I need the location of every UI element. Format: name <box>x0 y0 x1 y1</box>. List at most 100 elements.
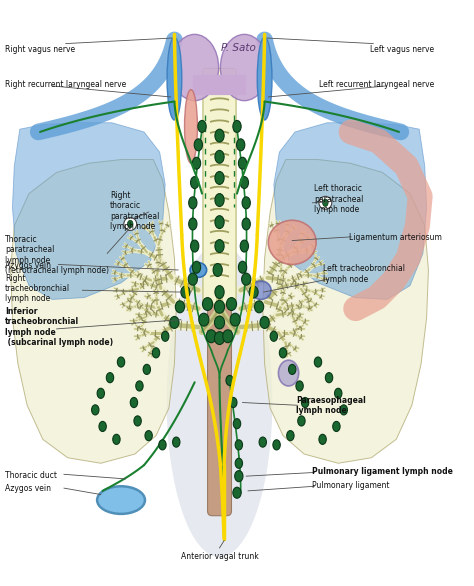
Ellipse shape <box>235 440 243 450</box>
Ellipse shape <box>159 440 166 450</box>
Ellipse shape <box>136 381 143 391</box>
Text: Ligamentum arteriosum: Ligamentum arteriosum <box>349 233 442 242</box>
Ellipse shape <box>260 316 269 328</box>
Ellipse shape <box>214 316 225 329</box>
Ellipse shape <box>235 471 243 482</box>
Ellipse shape <box>242 197 250 209</box>
Circle shape <box>319 196 332 209</box>
Ellipse shape <box>233 121 241 132</box>
Ellipse shape <box>199 314 209 326</box>
Text: Paraesophageal
lymph node: Paraesophageal lymph node <box>296 396 365 415</box>
Text: Azygos vein: Azygos vein <box>5 261 51 270</box>
Ellipse shape <box>230 314 240 326</box>
Ellipse shape <box>242 218 250 230</box>
Text: Left thoracic
paratracheal
lymph node: Left thoracic paratracheal lymph node <box>314 185 364 214</box>
Text: Thoracic
paratracheal
lymph node
(retrotracheal lymph node): Thoracic paratracheal lymph node (retrot… <box>5 235 109 275</box>
Ellipse shape <box>162 331 169 341</box>
Text: Right vagus nerve: Right vagus nerve <box>5 46 75 54</box>
Ellipse shape <box>235 458 243 468</box>
Ellipse shape <box>188 273 198 285</box>
Ellipse shape <box>190 263 207 277</box>
Ellipse shape <box>215 151 224 163</box>
Polygon shape <box>12 122 165 299</box>
Ellipse shape <box>171 35 219 101</box>
Ellipse shape <box>189 197 197 209</box>
Ellipse shape <box>251 281 271 299</box>
Ellipse shape <box>173 437 180 447</box>
Ellipse shape <box>91 405 99 415</box>
Ellipse shape <box>215 285 224 298</box>
Ellipse shape <box>143 364 150 374</box>
Ellipse shape <box>184 90 198 163</box>
Ellipse shape <box>152 347 160 358</box>
Text: Thoracic duct: Thoracic duct <box>5 471 57 479</box>
Ellipse shape <box>238 261 246 273</box>
Ellipse shape <box>223 330 233 343</box>
Ellipse shape <box>226 376 233 386</box>
Ellipse shape <box>227 298 237 311</box>
Polygon shape <box>274 122 427 299</box>
Ellipse shape <box>319 434 326 444</box>
Ellipse shape <box>214 332 225 345</box>
Ellipse shape <box>259 437 266 447</box>
Ellipse shape <box>242 273 251 285</box>
Ellipse shape <box>128 220 133 227</box>
Ellipse shape <box>237 139 245 151</box>
FancyBboxPatch shape <box>208 285 231 516</box>
Ellipse shape <box>296 381 303 391</box>
Ellipse shape <box>118 357 125 367</box>
Ellipse shape <box>255 301 264 313</box>
Ellipse shape <box>113 434 120 444</box>
Ellipse shape <box>314 357 322 367</box>
Circle shape <box>124 217 137 230</box>
Ellipse shape <box>167 37 182 120</box>
Ellipse shape <box>130 397 137 408</box>
Ellipse shape <box>145 431 152 441</box>
Ellipse shape <box>202 298 213 311</box>
Ellipse shape <box>240 240 248 252</box>
Ellipse shape <box>213 264 222 277</box>
Text: Right
tracheobronchial
lymph node: Right tracheobronchial lymph node <box>5 274 70 304</box>
Ellipse shape <box>340 405 347 415</box>
Ellipse shape <box>233 418 241 429</box>
Ellipse shape <box>287 431 294 441</box>
FancyBboxPatch shape <box>203 69 236 304</box>
Ellipse shape <box>333 421 340 431</box>
Ellipse shape <box>278 360 299 386</box>
Ellipse shape <box>175 301 184 313</box>
Ellipse shape <box>99 421 106 431</box>
Ellipse shape <box>191 240 199 252</box>
Text: Right recurrent laryngeal nerve: Right recurrent laryngeal nerve <box>5 80 126 90</box>
Ellipse shape <box>189 218 197 230</box>
Ellipse shape <box>215 129 224 142</box>
Ellipse shape <box>325 373 333 383</box>
Text: Right
thoracic
paratracheal
lymph node: Right thoracic paratracheal lymph node <box>110 191 159 231</box>
Ellipse shape <box>198 121 206 132</box>
Ellipse shape <box>215 172 224 185</box>
Ellipse shape <box>192 261 201 273</box>
Ellipse shape <box>192 157 201 169</box>
Ellipse shape <box>233 487 241 498</box>
Text: Inferior
tracheobronchial
lymph node
 (subcarinal lymph node): Inferior tracheobronchial lymph node (su… <box>5 307 113 347</box>
Ellipse shape <box>301 397 309 408</box>
Ellipse shape <box>335 389 342 398</box>
Ellipse shape <box>206 330 216 343</box>
Ellipse shape <box>270 331 277 341</box>
Text: Pulmonary ligament: Pulmonary ligament <box>312 481 390 490</box>
Ellipse shape <box>289 364 296 374</box>
Text: Left recurrent laryngeal nerve: Left recurrent laryngeal nerve <box>319 80 434 90</box>
Ellipse shape <box>220 35 268 101</box>
Ellipse shape <box>170 316 179 328</box>
Ellipse shape <box>194 139 202 151</box>
Polygon shape <box>10 159 176 464</box>
Ellipse shape <box>106 373 114 383</box>
Ellipse shape <box>240 176 248 189</box>
Ellipse shape <box>229 397 237 408</box>
Ellipse shape <box>273 440 280 450</box>
Ellipse shape <box>268 220 316 264</box>
Ellipse shape <box>166 244 273 557</box>
Ellipse shape <box>257 37 272 120</box>
Ellipse shape <box>323 199 328 206</box>
Ellipse shape <box>249 286 258 298</box>
Ellipse shape <box>97 389 104 398</box>
